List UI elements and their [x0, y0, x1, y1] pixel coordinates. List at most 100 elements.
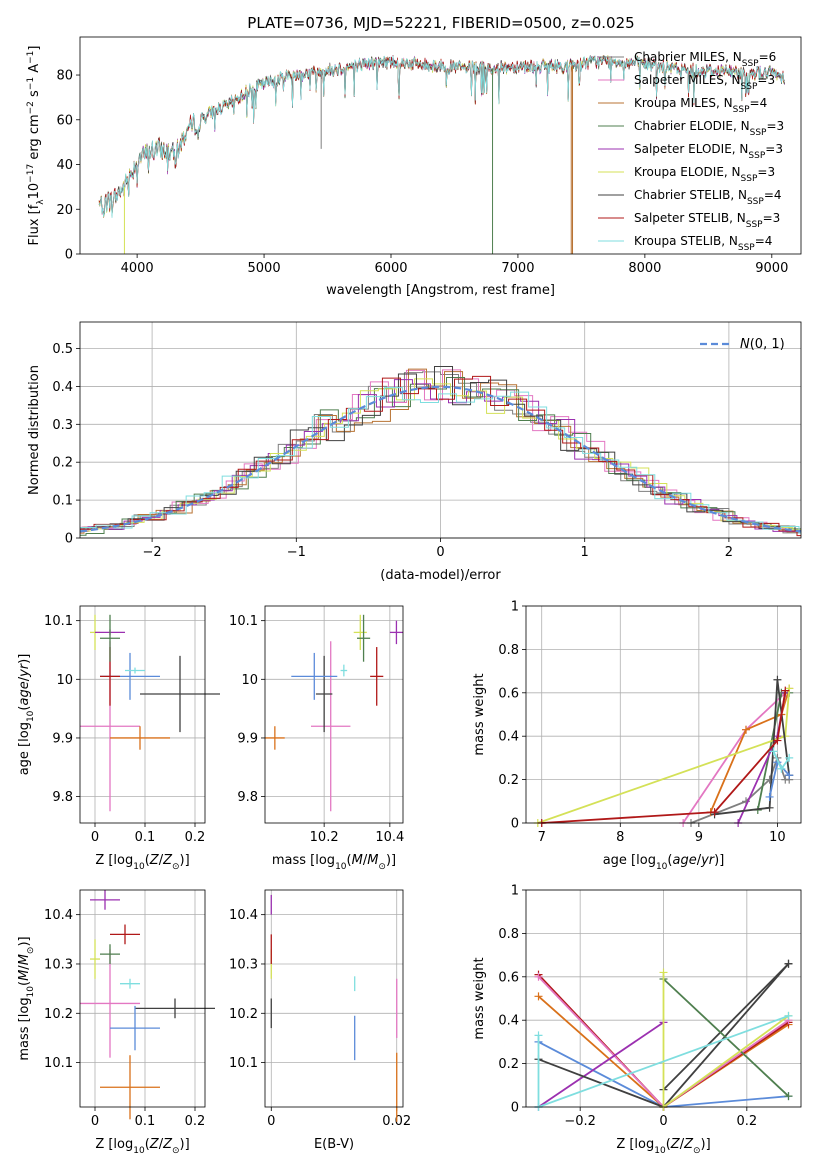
x-tick-label: 0: [91, 830, 99, 845]
weight-marker: [784, 959, 793, 968]
weight-marker: [773, 736, 782, 745]
y-tick-label: 10: [241, 673, 258, 688]
age-vs-mass-errorbars: [265, 614, 403, 812]
x-tick-label: 4000: [121, 261, 154, 276]
label-part: ⊙: [693, 1146, 701, 1156]
label-part: SSP: [741, 174, 758, 184]
weight-vs-age-axes: 7 8 9 10 0 0.2 0.4 0.6 0.8 1: [498, 600, 801, 845]
label-part: SSP: [748, 151, 765, 161]
y-tick-label: 10.4: [44, 908, 73, 923]
label-part: Salpeter ELODIE, N: [634, 142, 748, 156]
y-tick-label: 10.2: [229, 1007, 258, 1022]
label-part: =3: [766, 119, 784, 133]
weight-marker: [785, 684, 794, 693]
label-part: Kroupa ELODIE, N: [634, 165, 741, 179]
label-part: ⊙: [172, 1146, 180, 1156]
label-part: yr: [700, 853, 716, 868]
x-tick-label: −2: [143, 545, 162, 560]
label-part: Chabrier ELODIE, N: [634, 119, 750, 133]
y-tick-label: 0.2: [498, 773, 519, 788]
mass-vs-Z-axes: 0 0.1 0.2 10.1 10.2 10.3 10.4: [44, 890, 215, 1129]
weight-vs-Z-frame: [525, 889, 802, 1108]
age-vs-mass-axes: 10.2 10.4 9.8 9.9 10 10.1: [229, 606, 404, 845]
label-part: /: [17, 676, 32, 681]
label-part: ⊙: [172, 862, 180, 872]
weight-marker: [784, 1092, 793, 1101]
age-vs-Z-xlabel: Z [log10(Z/Z⊙)]: [95, 853, 189, 872]
label-part: M: [17, 970, 32, 981]
age-vs-Z-errorbars: [80, 614, 220, 812]
mass-vs-EBV-errorbars: [270, 894, 398, 1122]
x-tick-label: 0.1: [135, 830, 156, 845]
label-part: (: [145, 1137, 150, 1152]
label-part: yr: [17, 662, 32, 678]
y-tick-label: 0.8: [498, 927, 519, 942]
label-part: SSP: [747, 197, 764, 207]
x-tick-label: 8: [616, 830, 624, 845]
weight-line: [538, 1015, 789, 1108]
x-tick-label: 1: [581, 545, 589, 560]
y-tick-label: 0.2: [498, 1057, 519, 1072]
weight-vs-age-lines: [533, 675, 794, 827]
label-part: SSP: [742, 59, 759, 69]
legend-entry: Salpeter STELIB, NSSP=3: [634, 211, 780, 230]
hist-step: [80, 387, 801, 534]
label-part: SSP: [750, 128, 767, 138]
label-part: Z [log: [616, 1137, 654, 1152]
hist-step: [80, 366, 801, 531]
y-tick-label: 0.1: [52, 494, 73, 509]
label-part: mass weight: [472, 673, 487, 755]
label-part: 10: [26, 710, 36, 722]
legend-entry: Chabrier MILES, NSSP=6: [634, 50, 776, 69]
weight-line: [662, 978, 790, 1097]
y-tick-label: 0.5: [52, 342, 73, 357]
label-part: =3: [765, 142, 783, 156]
legend-entry: Chabrier ELODIE, NSSP=3: [634, 119, 784, 138]
label-part: Salpeter MILES, N: [634, 73, 741, 87]
spectrum-frame: [79, 36, 802, 255]
y-tick-label: 9.8: [52, 790, 73, 805]
legend-entry: Kroupa ELODIE, NSSP=3: [634, 165, 775, 184]
y-tick-label: 9.9: [52, 731, 73, 746]
label-part: M: [17, 954, 32, 965]
y-tick-label: 10.1: [229, 614, 258, 629]
weight-marker: [534, 992, 543, 1001]
label-part: 10: [133, 1146, 145, 1156]
label-part: λ: [36, 199, 46, 205]
legend-entry: Salpeter MILES, NSSP=3: [634, 73, 775, 92]
x-tick-label: 0.1: [135, 1114, 156, 1129]
label-part: mass [log: [272, 853, 335, 868]
residuals-frame: [79, 321, 802, 539]
label-part: Z: [149, 1137, 160, 1152]
x-tick-label: 0.2: [736, 1114, 757, 1129]
label-part: Flux [f: [27, 204, 42, 245]
label-part: (: [145, 853, 150, 868]
label-part: (: [17, 981, 32, 986]
y-tick-label: 60: [56, 113, 73, 128]
mass-vs-Z-frame: [79, 889, 206, 1108]
label-part: −2: [26, 101, 36, 114]
label-part: /: [159, 853, 164, 868]
weight-line: [709, 688, 791, 813]
x-tick-label: 0: [91, 1114, 99, 1129]
figure-title: PLATE=0736, MJD=52221, FIBERID=0500, z=0…: [247, 14, 634, 32]
label-part: ⊙: [26, 947, 36, 955]
weight-marker: [781, 686, 790, 695]
weight-vs-age-frame: [525, 605, 802, 824]
label-part: /: [159, 1137, 164, 1152]
label-part: A: [27, 64, 42, 77]
weight-marker: [765, 792, 774, 801]
label-part: Z: [162, 853, 173, 868]
age-vs-mass-frame: [264, 605, 404, 824]
y-tick-label: 1: [511, 884, 519, 899]
label-part: SSP: [741, 82, 758, 92]
y-tick-label: 0.2: [52, 456, 73, 471]
label-part: age [log: [17, 722, 32, 775]
weight-vs-age-xlabel: age [log10(age/yr)]: [603, 853, 725, 872]
age-vs-Z-ylabel: age [log10(age/yr)]: [17, 654, 36, 776]
weight-vs-Z-xlabel: Z [log10(Z/Z⊙)]: [616, 1137, 710, 1156]
label-part: Salpeter STELIB, N: [634, 211, 746, 225]
label-part: E(B-V): [314, 1137, 354, 1152]
